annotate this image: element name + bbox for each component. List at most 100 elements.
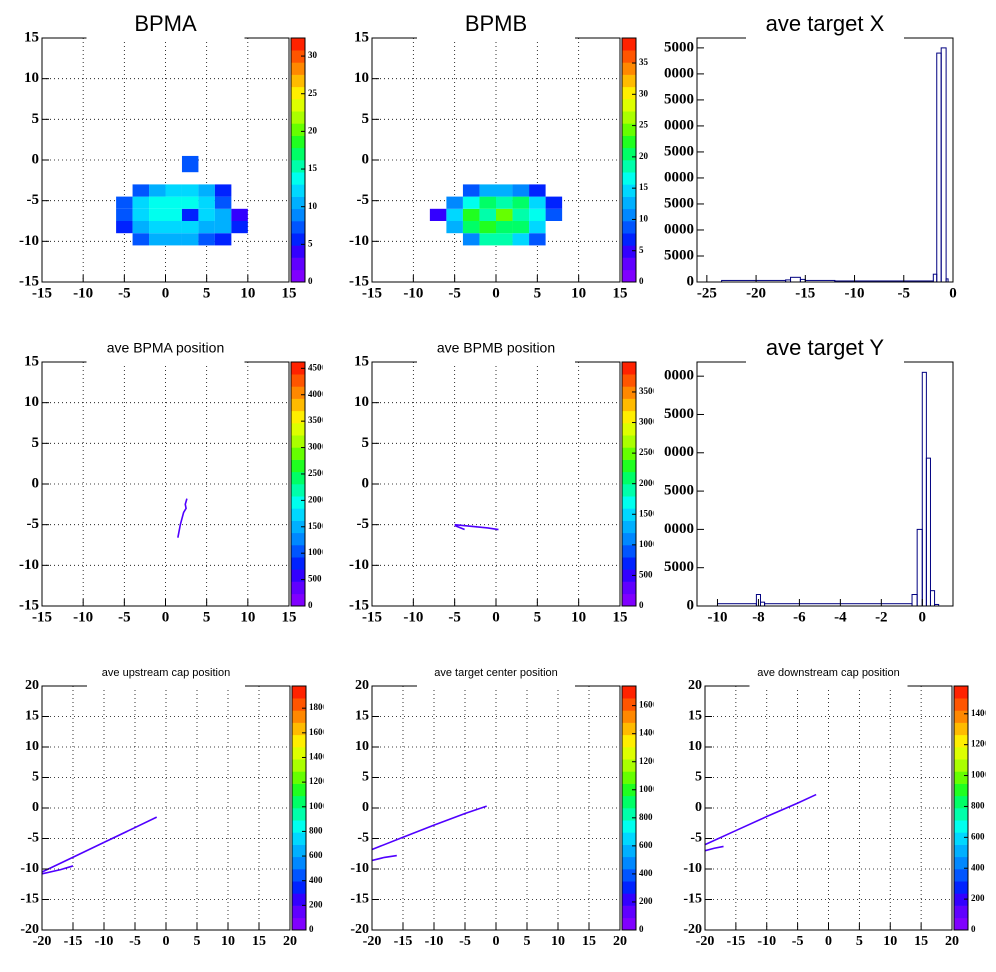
x-tick-label: 5	[203, 609, 211, 625]
x-tick-label: -10	[403, 609, 423, 625]
panel: -15 -10 -5 0 5 10 15 -15 -10 -5 0 5 10 15 0 5 10 15 20 25 30…	[19, 11, 318, 302]
title-box	[417, 660, 575, 687]
colorbar-band	[622, 160, 636, 173]
colorbar-band	[291, 423, 305, 436]
colorbar-frame	[291, 685, 307, 931]
x-tick-label: 15	[613, 609, 628, 625]
y-tick-label: 10000	[657, 221, 695, 237]
track-line	[454, 523, 499, 531]
plot-area	[721, 47, 949, 282]
colorbar-band	[622, 686, 636, 699]
colorbar-band	[291, 410, 305, 424]
z-tick-label: 1000	[308, 547, 327, 557]
heatmap-cell	[132, 233, 150, 246]
colorbar-band	[622, 386, 636, 399]
y-tick-label: 10	[24, 70, 39, 86]
y-tick-label: 10	[24, 394, 39, 410]
x-tick-label: -25	[697, 285, 717, 301]
y-tick-label: -10	[683, 861, 702, 876]
colorbar-band	[622, 771, 636, 784]
z-tick-label: 1200	[971, 739, 990, 749]
colorbar-band	[622, 844, 636, 858]
x-tick-label: 5	[524, 934, 531, 949]
y-tick-label: -15	[683, 892, 702, 907]
colorbar-band	[954, 734, 968, 748]
z-tick-label: 3000	[308, 442, 327, 452]
y-tick-label: -5	[357, 516, 370, 532]
y-tick-label: 25000	[657, 143, 695, 159]
x-tick-label: 0	[919, 609, 927, 625]
colorbar-band	[291, 257, 305, 271]
heatmap-cell	[198, 196, 215, 209]
z-tick-label: 600	[309, 850, 323, 860]
histogram-bar	[934, 603, 940, 606]
colorbar-band	[291, 172, 305, 185]
x-tick-label: 0	[492, 285, 500, 301]
z-tick-label: 1600	[639, 700, 658, 710]
colorbar-band	[292, 832, 306, 845]
x-tick-label: 5	[194, 934, 201, 949]
y-tick-label: 0	[32, 475, 40, 491]
x-tick-label: 0	[493, 934, 500, 949]
colorbar-labels: 0 5 10 15 20 25 30	[308, 50, 318, 286]
z-tick-label: 1600	[309, 727, 328, 737]
x-tick-label: -10	[757, 934, 776, 949]
y-tick-label: 20	[25, 678, 39, 693]
colorbar-band	[622, 398, 636, 412]
x-tick-label: -20	[33, 934, 52, 949]
plot-area	[116, 155, 248, 246]
y-tick-label: 5	[362, 435, 370, 451]
heatmap-cell	[462, 196, 480, 209]
y-tick-label: 0	[362, 151, 370, 167]
y-tick-label: 10	[688, 739, 702, 754]
heatmap-cell	[545, 196, 563, 209]
z-tick-label: 1200	[309, 776, 328, 786]
y-tick-label: 10	[354, 70, 369, 86]
colorbar-band	[622, 374, 636, 387]
chart-title: ave upstream cap position	[102, 667, 230, 679]
colorbar-labels: 0 200 400 600 800 1000 1200 1400 1600	[639, 700, 658, 934]
x-tick-label: 15	[252, 934, 266, 949]
y-tick-label: 30000	[657, 368, 695, 384]
colorbar-band	[291, 111, 305, 124]
heatmap-cell	[132, 196, 150, 209]
y-tick-label: 5	[362, 770, 369, 785]
colorbar-band	[291, 221, 305, 234]
heatmap-cell	[214, 221, 232, 234]
colorbar-band	[291, 508, 305, 521]
colorbar-band	[292, 820, 306, 833]
heatmap-cell	[512, 233, 530, 246]
colorbar-band	[292, 795, 306, 809]
histogram-bar	[790, 276, 801, 282]
colorbar-labels: 0 500 1000 1500 2000 2500 3000 3500 4000 4500	[308, 362, 327, 610]
y-tick-label: 15	[25, 709, 39, 724]
histogram-bar	[945, 278, 949, 282]
colorbar-band	[291, 362, 305, 375]
colorbar-band	[292, 734, 306, 748]
z-tick-label: 0	[639, 600, 644, 610]
z-tick-label: 5	[308, 238, 313, 248]
chart-title: ave target center position	[434, 667, 558, 679]
colorbar-band	[622, 221, 636, 234]
x-tick-label: -10	[707, 609, 727, 625]
colorbar-band	[291, 269, 305, 283]
y-tick-label: 0	[362, 475, 370, 491]
colorbar-band	[954, 747, 968, 760]
z-tick-label: 1500	[308, 521, 327, 531]
x-tick-label: 15	[613, 285, 628, 301]
x-tick-label: 5	[534, 285, 542, 301]
heatmap-cell	[116, 221, 133, 234]
z-tick-label: 400	[309, 875, 323, 885]
heatmap-cell	[181, 184, 199, 197]
heatmap-cell	[462, 184, 480, 197]
x-tick-label: -2	[875, 609, 888, 625]
y-tick-label: 0	[695, 800, 702, 815]
histogram-bar	[759, 601, 766, 606]
histogram-bar	[916, 528, 923, 606]
x-tick-label: -15	[362, 609, 382, 625]
heatmap-cell	[214, 196, 232, 209]
z-tick-label: 1800	[309, 702, 328, 712]
x-tick-label: 10	[571, 609, 586, 625]
heatmap-cell	[132, 208, 150, 221]
colorbar-band	[291, 74, 305, 88]
